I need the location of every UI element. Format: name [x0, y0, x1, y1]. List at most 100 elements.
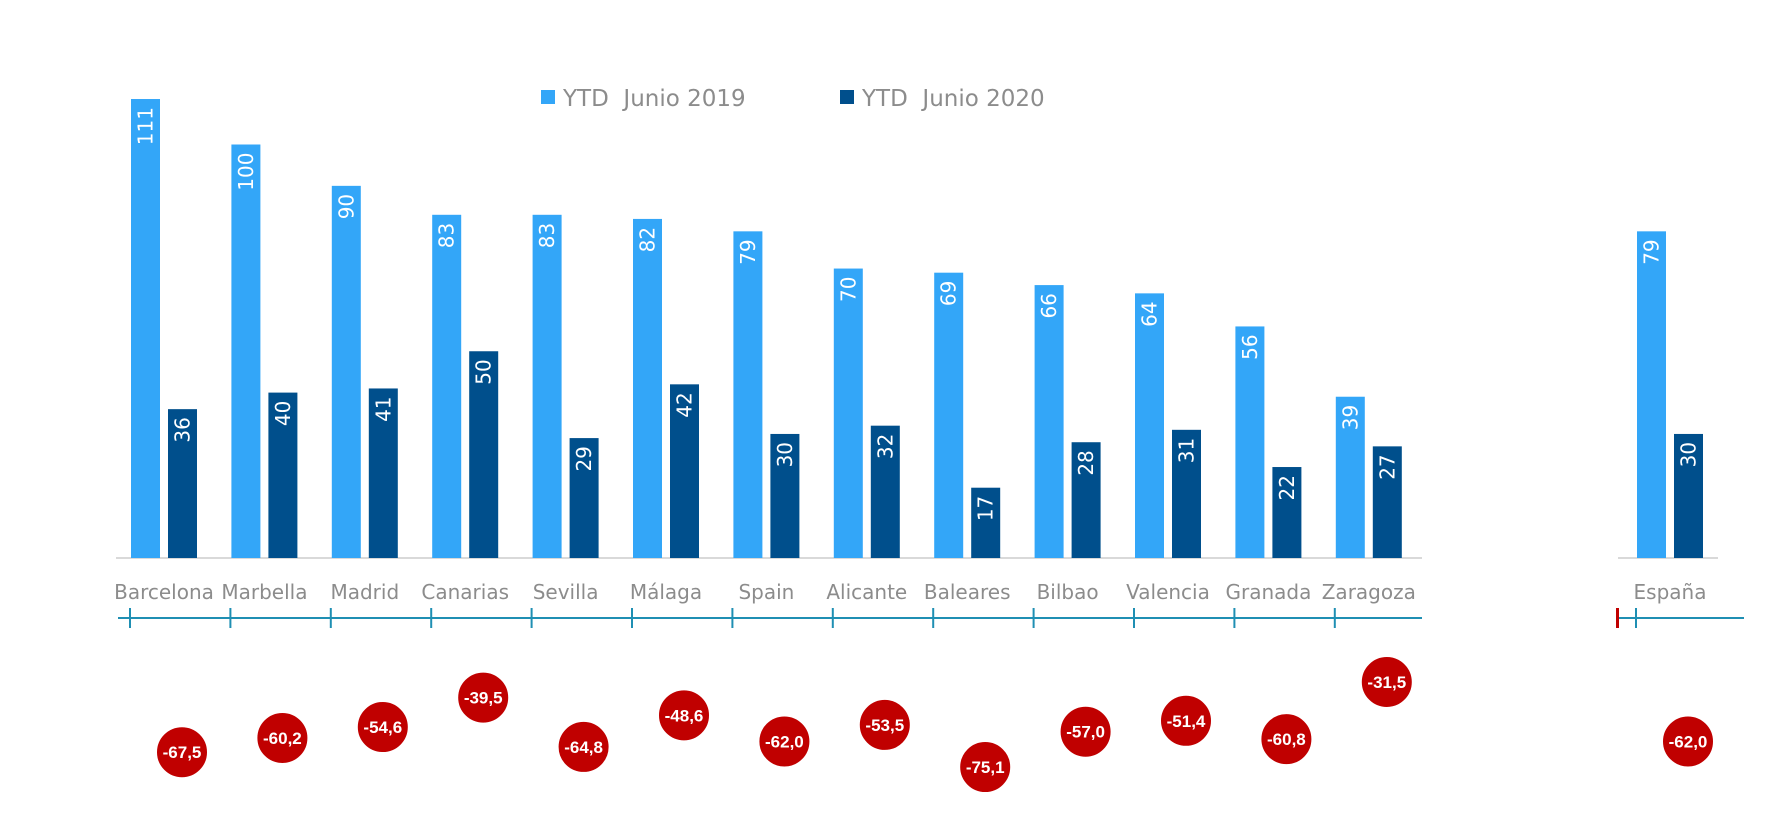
bar-ytd-2019 — [1135, 293, 1164, 558]
legend: YTD Junio 2019 YTD Junio 2020 — [541, 86, 1045, 112]
bar-ytd-2019 — [833, 268, 863, 558]
category-label: Málaga — [630, 580, 702, 604]
data-label-2019: 66 — [1037, 293, 1061, 318]
change-bubble-label: -57,0 — [1066, 723, 1105, 742]
bar-ytd-2019 — [1637, 231, 1666, 558]
legend-swatch-2019 — [541, 90, 555, 104]
data-label-2020: 30 — [1677, 442, 1701, 467]
bar-ytd-2019 — [733, 231, 763, 558]
data-label-2019: 111 — [134, 107, 158, 145]
bar-ytd-2020 — [569, 438, 599, 558]
bar-ytd-2020 — [1674, 433, 1703, 558]
chart-panel-1: 111 36 Barcelona -67,5 100 40 Marbella -60,2 90 4… — [114, 99, 1422, 795]
bar-ytd-2020 — [870, 425, 900, 558]
change-bubble-label: -51,4 — [1167, 712, 1206, 731]
bar-ytd-2020 — [971, 487, 1001, 558]
category-label: Bilbao — [1037, 580, 1099, 604]
change-bubble — [958, 740, 1013, 795]
change-bubble — [1259, 712, 1314, 767]
change-bubble-label: -64,8 — [564, 738, 603, 757]
category-label: Canarias — [421, 580, 509, 604]
category-label: Zaragoza — [1322, 580, 1416, 604]
change-bubble — [1661, 714, 1715, 769]
category-label: Spain — [738, 580, 794, 604]
data-label-2020: 17 — [974, 496, 998, 521]
category-label: España — [1634, 580, 1707, 604]
change-bubble — [857, 697, 912, 752]
data-label-2019: 90 — [334, 194, 358, 219]
category-label: Madrid — [330, 580, 399, 604]
change-bubble-label: -54,6 — [363, 718, 402, 737]
change-bubble — [1359, 655, 1414, 709]
data-label-2020: 50 — [472, 359, 496, 384]
change-bubble — [255, 710, 310, 765]
bar-ytd-2020 — [1372, 446, 1402, 558]
bar-ytd-2019 — [633, 218, 662, 558]
category-label: Sevilla — [533, 580, 599, 604]
data-label-2019: 100 — [234, 153, 258, 191]
data-label-2020: 40 — [271, 401, 295, 426]
bar-ytd-2020 — [670, 384, 699, 558]
data-label-2020: 41 — [371, 396, 395, 421]
change-bubble-label: -31,5 — [1367, 673, 1406, 692]
data-label-2020: 29 — [572, 446, 596, 471]
data-label-2020: 31 — [1175, 438, 1199, 463]
bar-ytd-2019 — [532, 214, 562, 559]
category-label: Marbella — [221, 580, 307, 604]
category-label: Granada — [1225, 580, 1311, 604]
change-bubble-label: -62,0 — [1669, 732, 1708, 751]
bar-ytd-2020 — [1172, 429, 1201, 558]
change-bubble — [1058, 704, 1113, 759]
bar-ytd-2020 — [770, 433, 800, 558]
bar-ytd-2019 — [1034, 285, 1064, 558]
data-label-2019: 82 — [636, 227, 660, 252]
change-bubble-label: -62,0 — [765, 732, 804, 751]
data-label-2020: 30 — [773, 442, 797, 467]
data-label-2019: 39 — [1338, 405, 1362, 430]
bar-ytd-2020 — [168, 409, 197, 558]
data-label-2019: 83 — [435, 223, 459, 248]
data-label-2020: 22 — [1275, 475, 1299, 500]
bar-ytd-2019 — [432, 214, 462, 559]
change-bubble-label: -75,1 — [966, 758, 1005, 777]
bar-ytd-2019 — [1235, 326, 1265, 558]
change-bubble — [556, 719, 611, 774]
category-label: Baleares — [924, 580, 1011, 604]
category-label: Barcelona — [114, 580, 214, 604]
timeline-start-marker — [1616, 608, 1619, 628]
category-label: Valencia — [1126, 580, 1210, 604]
data-label-2020: 42 — [673, 392, 697, 417]
legend-label-2019: YTD Junio 2019 — [562, 86, 746, 112]
data-label-2019: 56 — [1238, 334, 1262, 359]
chart-panel-2: 79 30 España -62,0 — [1616, 231, 1744, 769]
change-bubble-label: -53,5 — [865, 716, 904, 735]
change-bubble-label: -60,2 — [263, 729, 302, 748]
bar-ytd-2019 — [331, 185, 361, 558]
bar-ytd-2020 — [268, 392, 298, 558]
legend-label-2020: YTD Junio 2020 — [861, 86, 1045, 112]
bar-ytd-2020 — [368, 388, 398, 558]
change-bubble — [1159, 693, 1213, 748]
category-label: Alicante — [826, 580, 907, 604]
data-label-2020: 36 — [171, 417, 195, 442]
data-label-2019: 79 — [736, 239, 760, 264]
change-bubble-label: -60,8 — [1267, 730, 1306, 749]
data-label-2019: 83 — [535, 223, 559, 248]
legend-swatch-2020 — [840, 90, 854, 104]
data-label-2020: 32 — [873, 434, 897, 459]
bar-ytd-2019 — [1335, 396, 1365, 558]
plot-area: 111 36 Barcelona -67,5 100 40 Marbella -60,2 90 4… — [114, 99, 1744, 795]
change-bubble — [155, 725, 209, 780]
bar-ytd-2019 — [131, 99, 160, 558]
data-label-2019: 79 — [1640, 239, 1664, 264]
data-label-2020: 27 — [1375, 454, 1399, 479]
bar-ytd-2019 — [231, 144, 261, 558]
change-bubble-label: -67,5 — [163, 743, 202, 762]
bar-ytd-2020 — [1272, 467, 1302, 558]
change-bubble — [456, 670, 511, 725]
change-bubble-label: -39,5 — [464, 689, 503, 708]
change-bubble — [355, 700, 410, 755]
change-bubble — [757, 714, 812, 769]
